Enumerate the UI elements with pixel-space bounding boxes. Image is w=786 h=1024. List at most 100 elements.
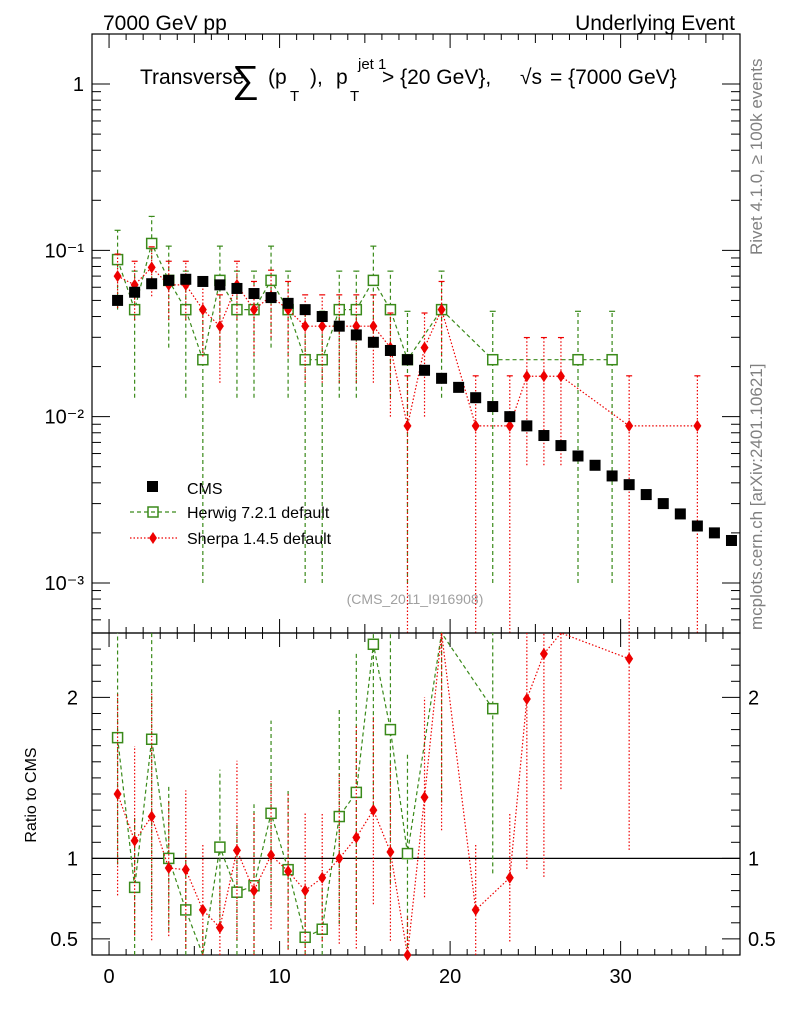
cms-point [725, 534, 737, 546]
herwig-ratio-point [316, 923, 328, 935]
sherpa-ratio-point [539, 647, 548, 660]
ratio-y-tick-label-right: 2 [748, 687, 759, 709]
cms-point [333, 320, 345, 332]
sherpa-point [318, 320, 327, 333]
cms-point [572, 450, 584, 462]
legend-label-cms: CMS [187, 481, 223, 498]
sherpa-point [471, 419, 480, 432]
sherpa-line [117, 266, 698, 427]
cms-point [248, 288, 260, 300]
sherpa-ratio-point [267, 849, 276, 862]
title-p: (p [268, 66, 287, 89]
cms-point [112, 294, 124, 306]
sherpa-point [352, 320, 361, 333]
sherpa-ratio-point [301, 884, 310, 897]
x-tick-label: 30 [610, 966, 632, 988]
cms-point [538, 430, 550, 442]
herwig-ratio-point [145, 733, 158, 746]
herwig-point [111, 253, 124, 266]
y-tick-label: 10⁻³ [45, 573, 85, 595]
ratio-panel: 0 10 20 30 2 2 1 1 0.5 0.5 [50, 631, 776, 988]
title-close: ), [310, 66, 323, 89]
sherpa-ratio-point [318, 871, 327, 884]
ratio-y-tick-label: 0.5 [50, 929, 78, 951]
cms-point [470, 392, 482, 404]
cms-point [197, 275, 209, 287]
sherpa-point [505, 419, 514, 432]
sherpa-point [250, 303, 258, 316]
ratio-y-tick-label: 2 [67, 687, 78, 709]
sherpa-point [369, 320, 378, 333]
sherpa-point [215, 320, 224, 333]
herwig-point [606, 353, 618, 366]
herwig-point [486, 353, 499, 366]
cms-point [146, 278, 158, 290]
chart-title: Transverse ∑ (p T ), p jet 1 T > {20 GeV… [140, 56, 677, 105]
herwig-point [350, 303, 363, 316]
herwig-point [197, 353, 209, 366]
cms-point [674, 508, 686, 520]
cms-point [623, 479, 635, 491]
sherpa-point [539, 370, 548, 383]
title-sub-t2: T [350, 88, 359, 105]
cms-point [180, 273, 192, 285]
title-sqrt: √s [520, 66, 542, 89]
cms-point [350, 329, 362, 341]
sherpa-ratio-point [471, 903, 480, 916]
cms-point [401, 354, 413, 366]
sherpa-ratio-point [505, 871, 514, 884]
cms-point [163, 274, 175, 286]
ratio-y-label: Ratio to CMS [23, 747, 40, 842]
herwig-ratio-line [116, 631, 494, 958]
herwig-point [333, 303, 346, 316]
herwig-line [117, 241, 613, 362]
sherpa-point [301, 320, 310, 333]
cms-point [367, 336, 379, 348]
sherpa-ratio-point [113, 788, 122, 800]
cms-point [555, 440, 567, 452]
herwig-ratio-point [486, 702, 499, 715]
watermark: (CMS_2011_I916908) [347, 591, 484, 607]
cms-point [521, 420, 533, 432]
cms-point [282, 297, 294, 309]
sherpa-point [113, 270, 122, 283]
sherpa-ratio-point [147, 810, 156, 823]
herwig-ratio-point [128, 881, 141, 894]
title-cut: > {20 GeV}, [382, 66, 491, 89]
legend: CMS Herwig 7.2.1 default Sherpa 1.4.5 de… [130, 481, 332, 548]
side-label-mcplots: mcplots.cern.ch [arXiv:2401.10621] [747, 364, 766, 630]
legend-label-sherpa: Sherpa 1.4.5 default [187, 531, 332, 548]
herwig-point [367, 274, 380, 287]
herwig-point [299, 353, 311, 366]
title-prefix: Transverse [140, 66, 244, 89]
sherpa-point [522, 370, 531, 383]
cms-point [214, 279, 226, 291]
header-right: Underlying Event [575, 12, 735, 35]
herwig-ratio-point [214, 841, 226, 853]
herwig-point [316, 353, 328, 366]
cms-point [384, 344, 396, 356]
herwig-ratio-point [401, 847, 414, 860]
legend-marker-herwig [147, 506, 159, 518]
sherpa-ratio-point [625, 652, 634, 665]
sherpa-ratio-point [403, 949, 412, 961]
cms-point [419, 364, 431, 376]
sherpa-ratio-point [232, 844, 241, 857]
herwig-ratio-point [231, 886, 243, 898]
cms-point [708, 527, 720, 539]
x-tick-label: 10 [268, 966, 290, 988]
sherpa-ratio-point [215, 921, 224, 934]
sherpa-ratio-point [420, 791, 429, 804]
cms-point [453, 381, 465, 393]
cms-point [504, 411, 516, 423]
y-tick-label: 10⁻² [45, 407, 85, 429]
sherpa-point [147, 261, 156, 274]
title-sum: ∑ [232, 59, 259, 101]
sherpa-ratio-point [284, 865, 293, 878]
side-label-rivet: Rivet 4.1.0, ≥ 100k events [747, 59, 766, 255]
sherpa-point [198, 303, 207, 316]
herwig-ratio-point [384, 723, 397, 736]
cms-point [231, 282, 243, 294]
y-tick-label: 1 [73, 74, 84, 96]
